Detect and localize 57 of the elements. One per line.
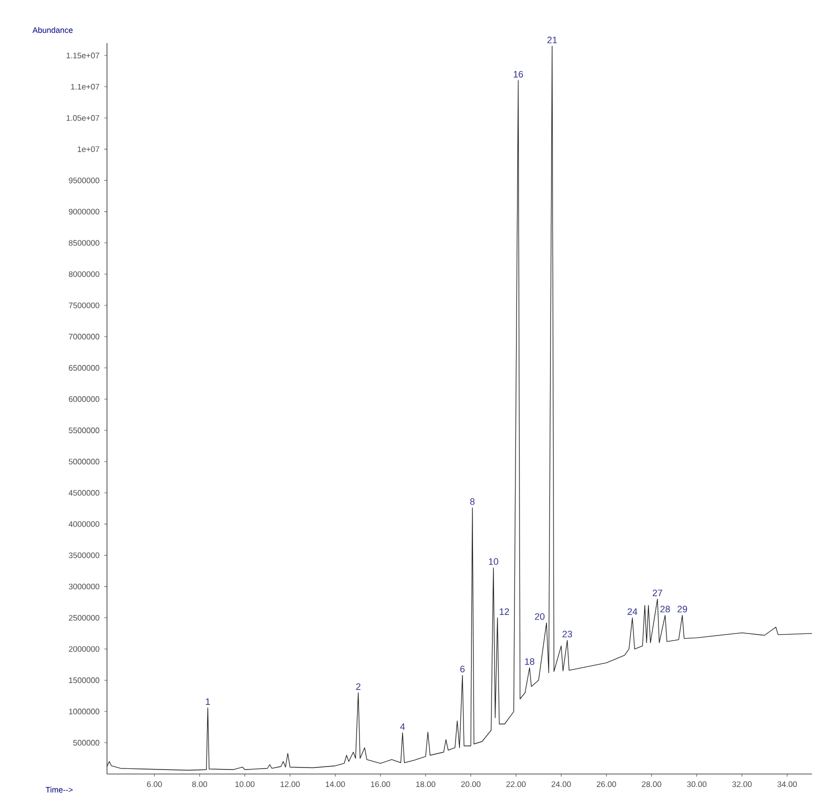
x-tick-label: 14.00 (326, 781, 345, 788)
annotation: 2 (356, 683, 360, 690)
annotation: 18 (525, 658, 534, 665)
y-tick-label: 3500000 (68, 552, 100, 558)
y-tick-label: 1500000 (69, 677, 100, 684)
x-tick-label: 32.00 (732, 781, 752, 788)
y-tick-label: 9500000 (68, 178, 100, 184)
y-tick-label: 2500000 (68, 614, 100, 621)
y-tick-label: 5500000 (68, 428, 100, 434)
y-tick-label: 500000 (73, 740, 100, 746)
y-tick-label: 1000000 (69, 708, 100, 714)
y-tick-label: 4500000 (68, 490, 100, 496)
x-tick-label: 34.00 (777, 781, 797, 788)
annotation: 4 (400, 723, 405, 730)
y-tick-label: 7500000 (68, 302, 100, 308)
y-tick-label: 9000000 (68, 208, 100, 215)
y-tick-label: 1e+07 (78, 146, 100, 152)
x-tick-label: 24.00 (552, 781, 571, 788)
annotation: 23 (562, 630, 572, 638)
y-tick-label: 3000000 (68, 584, 100, 590)
annotation: 16 (514, 70, 524, 78)
x-tick-label: 16.00 (371, 781, 390, 788)
x-tick-label: 22.00 (506, 781, 526, 788)
y-tick-label: 5000000 (68, 458, 100, 464)
x-tick-label: 20.00 (461, 781, 480, 788)
y-tick-label: 8000000 (68, 271, 100, 277)
y-tick-label: 6500000 (68, 365, 100, 371)
x-tick-label: 30.00 (687, 781, 706, 788)
x-tick-label: 10.00 (235, 781, 255, 788)
annotation: 20 (534, 613, 545, 620)
annotation: 27 (652, 590, 662, 596)
y-tick-label: 1.05e+07 (66, 115, 100, 121)
x-tick-label: 26.00 (596, 781, 616, 788)
x-tick-label: 6.00 (147, 781, 162, 788)
annotation: 1 (206, 698, 210, 705)
annotation: 6 (460, 666, 465, 672)
annotation: 21 (547, 36, 557, 44)
y-tick-label: 1.15e+07 (66, 52, 100, 58)
annotation: 28 (660, 606, 670, 612)
annotation: 10 (488, 558, 498, 565)
y-tick-label: 2000000 (68, 646, 100, 652)
x-tick-label: 28.00 (642, 781, 662, 788)
annotation: 8 (470, 498, 475, 505)
x-axis-title: Time--> (46, 786, 73, 793)
y-tick-label: 6000000 (68, 396, 100, 402)
y-axis-title: Abundance (32, 27, 73, 33)
x-tick-label: 12.00 (280, 781, 300, 788)
y-tick-label: 7000000 (68, 334, 100, 340)
y-tick-label: 1.1e+07 (71, 84, 100, 90)
x-tick-label: 18.00 (416, 781, 436, 788)
x-tick-label: 8.00 (192, 781, 208, 788)
annotation: 24 (628, 608, 638, 615)
line-series (106, 46, 812, 771)
annotation: 29 (678, 606, 688, 612)
y-tick-label: 8500000 (68, 240, 100, 246)
y-tick-label: 4000000 (68, 521, 100, 527)
annotation: 12 (500, 608, 509, 615)
